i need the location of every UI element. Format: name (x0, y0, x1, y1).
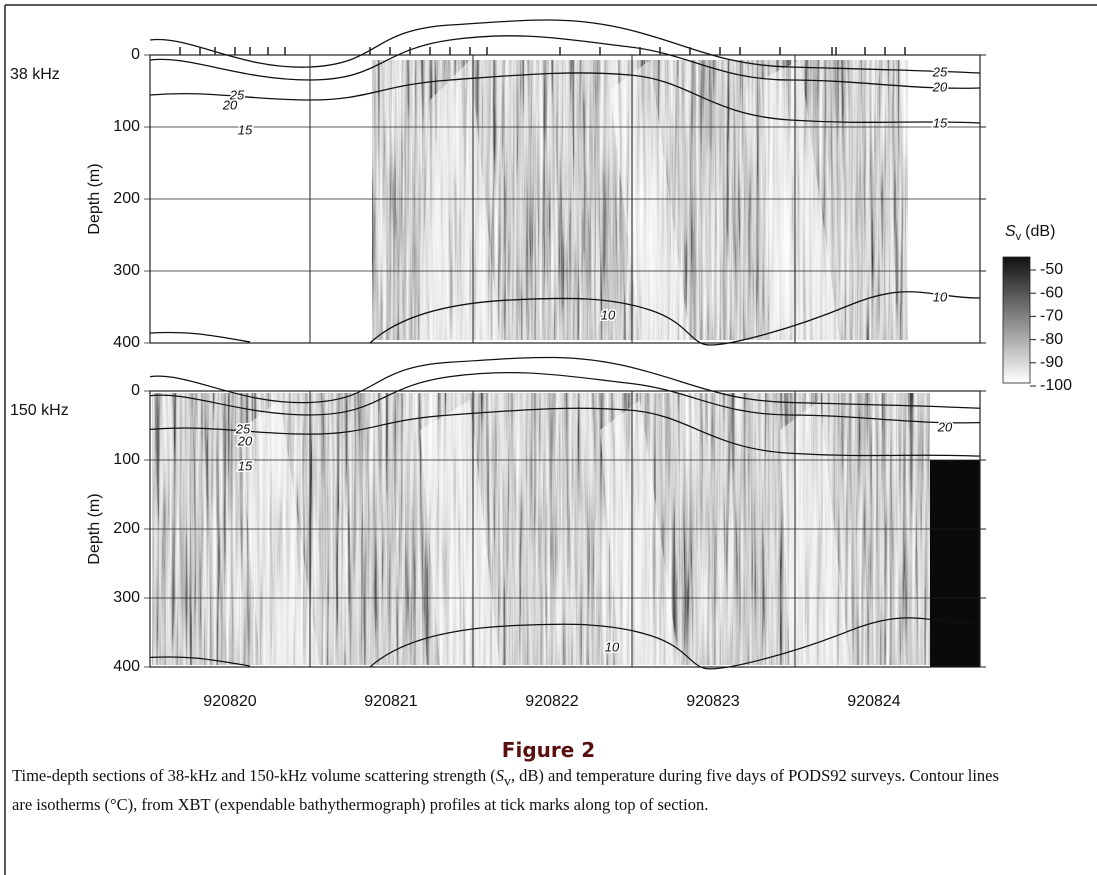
colorbar-title-part: S (1005, 223, 1016, 240)
y-tick-label: 300 (113, 262, 140, 279)
y-axis-label: Depth (m) (86, 163, 103, 234)
contour-label: 15 (238, 458, 253, 473)
contour-label: 10 (601, 307, 616, 322)
contour-label: 20 (237, 433, 253, 448)
y-tick-label: 0 (131, 382, 140, 399)
contour-label: 25 (235, 421, 251, 436)
panel-label: 38 kHz (10, 66, 60, 83)
contour-label: 10 (605, 639, 620, 654)
y-tick-label: 200 (113, 520, 140, 537)
contour-label: 20 (937, 419, 953, 434)
y-tick-label: 200 (113, 190, 140, 207)
echo-gap (240, 400, 320, 667)
y-axis-label: Depth (m) (86, 493, 103, 564)
echo-gap (780, 400, 850, 667)
isotherm (149, 35, 981, 89)
x-tick-label: 920821 (364, 693, 417, 710)
caption-title: Figure 2 (501, 738, 596, 762)
caption-subscript: v (504, 773, 511, 789)
panel-label: 150 kHz (10, 402, 69, 419)
contour-label: 20 (932, 79, 948, 94)
caption-part: Time-depth sections of 38-kHz and 150-kH… (12, 766, 496, 785)
isotherm (149, 617, 981, 670)
isotherm (149, 72, 981, 124)
y-tick-label: 300 (113, 589, 140, 606)
colorbar-tick-label: -80 (1040, 331, 1063, 348)
echo-gap (420, 400, 500, 667)
colorbar (1002, 256, 1031, 384)
isotherm (149, 371, 981, 424)
x-tick-label: 920824 (847, 693, 900, 710)
isotherm (149, 356, 981, 409)
isotherm (149, 407, 981, 457)
echo-gap (760, 60, 840, 340)
x-tick-label: 920820 (203, 693, 256, 710)
echo-gap (610, 60, 690, 340)
colorbar-tick-label: -60 (1040, 284, 1063, 301)
contour-label: 15 (933, 115, 948, 130)
echo-gap (420, 60, 500, 340)
y-tick-label: 100 (113, 451, 140, 468)
no-data-block (930, 460, 980, 667)
contour-label: 25 (932, 64, 948, 79)
colorbar-title-part: v (1016, 231, 1022, 243)
x-tick-label: 920823 (686, 693, 739, 710)
caption-part: , dB) and temperature during five days o… (12, 766, 999, 815)
contour-label: 25 (229, 87, 245, 102)
colorbar-tick-label: -50 (1040, 261, 1063, 278)
y-tick-label: 100 (113, 118, 140, 135)
caption-symbol: S (495, 766, 504, 785)
y-tick-label: 400 (113, 658, 140, 675)
x-tick-label: 920822 (525, 693, 578, 710)
colorbar-tick-label: -90 (1040, 354, 1063, 371)
colorbar-title: Sv (dB) (1005, 223, 1055, 243)
colorbar-tick-label: -70 (1040, 308, 1063, 325)
caption-text: Time-depth sections of 38-kHz and 150-kH… (12, 764, 1012, 817)
contour-label: 15 (238, 122, 253, 137)
y-tick-label: 0 (131, 46, 140, 63)
contour-label: 10 (933, 289, 948, 304)
isotherm (149, 291, 981, 346)
y-tick-label: 400 (113, 334, 140, 351)
frame-lower (4, 735, 6, 875)
echo-gap (600, 400, 680, 667)
colorbar-title-part: (dB) (1025, 223, 1055, 240)
isotherm (149, 19, 981, 74)
colorbar-tick-label: -100 (1040, 377, 1072, 394)
contour-label: 20 (222, 97, 238, 112)
